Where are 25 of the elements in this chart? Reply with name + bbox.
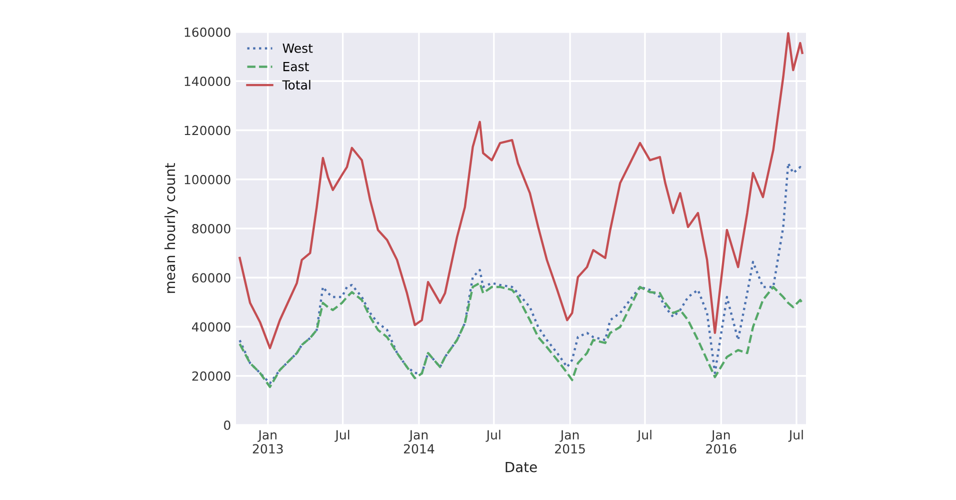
x-tick-label: Jan 2016 bbox=[706, 430, 736, 454]
line-series bbox=[238, 282, 804, 388]
x-tick-label: Jan 2015 bbox=[555, 430, 585, 454]
y-axis-title: mean hourly count bbox=[164, 163, 178, 293]
x-tick-label: Jul bbox=[486, 430, 500, 442]
y-tick-label: 140000 bbox=[184, 76, 230, 86]
x-tick-label: Jul bbox=[788, 430, 803, 442]
legend-label: Total bbox=[282, 80, 310, 90]
legend-label: East bbox=[283, 62, 309, 72]
x-tick-label: Jul bbox=[636, 430, 652, 442]
y-tick-label: 120000 bbox=[184, 126, 230, 136]
x-tick-label: Jan 2014 bbox=[404, 430, 434, 454]
line-series bbox=[238, 162, 804, 384]
y-tick-label: 100000 bbox=[184, 174, 230, 184]
legend-label: West bbox=[282, 44, 313, 53]
line-series bbox=[238, 32, 804, 350]
y-tick-label: 0 bbox=[224, 420, 230, 430]
x-tick-label: Jan 2013 bbox=[252, 430, 283, 454]
y-tick-label: 20000 bbox=[192, 371, 230, 381]
x-tick-label: Jul bbox=[334, 430, 350, 442]
y-tick-label: 80000 bbox=[192, 224, 230, 234]
y-tick-label: 40000 bbox=[192, 322, 230, 332]
x-axis-title: Date bbox=[506, 462, 537, 472]
y-tick-label: 160000 bbox=[184, 27, 230, 37]
y-tick-label: 60000 bbox=[192, 273, 230, 283]
